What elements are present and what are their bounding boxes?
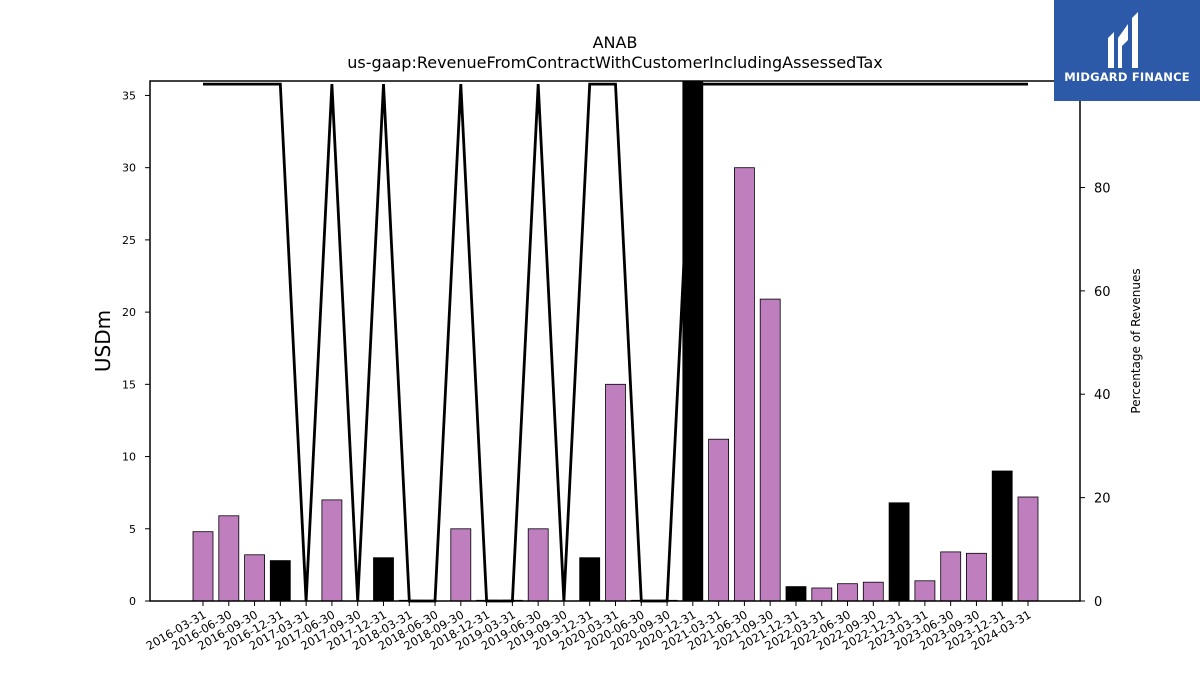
y2-tick-label: 60: [1094, 285, 1111, 300]
bar: [682, 80, 704, 602]
y-tick-label: 25: [122, 234, 136, 247]
bar: [862, 581, 884, 602]
left-y-axis: 0 5 10 15 20 25 30 35: [122, 89, 150, 608]
percentage-line: [203, 82, 1028, 603]
y-tick-label: 5: [129, 523, 136, 536]
bar: [321, 499, 343, 602]
bar: [991, 470, 1013, 602]
bar: [450, 528, 472, 602]
y-tick-label: 20: [122, 306, 136, 319]
y2-tick-label: 40: [1094, 388, 1111, 403]
y2-tick-label: 20: [1094, 492, 1111, 507]
chart-subtitle: us-gaap:RevenueFromContractWithCustomerI…: [347, 53, 882, 72]
y-tick-label: 30: [122, 162, 136, 175]
y2-tick-label: 0: [1094, 595, 1102, 610]
bar: [966, 552, 987, 602]
bar: [785, 586, 807, 602]
bar: [940, 551, 962, 602]
y-tick-label: 0: [129, 595, 136, 608]
y-tick-label: 15: [122, 378, 136, 391]
y2-axis-label: Percentage of Revenues: [1129, 268, 1143, 413]
bar: [527, 528, 549, 602]
brand-logo: MIDGARD FINANCE: [1054, 0, 1200, 101]
bar: [244, 554, 266, 602]
bar: [837, 583, 858, 602]
y-tick-label: 10: [122, 451, 136, 464]
bar: [373, 557, 394, 602]
bar: [269, 560, 291, 602]
midgard-logo-icon: [1108, 12, 1138, 68]
bar: [734, 167, 755, 602]
line-group: [203, 82, 1028, 603]
bar: [192, 531, 214, 602]
bar: [888, 502, 910, 602]
bar: [218, 515, 240, 602]
bar: [914, 580, 936, 602]
bar: [708, 438, 729, 602]
x-axis: 2016-03-312016-06-302016-09-302016-12-31…: [144, 601, 1034, 653]
logo-text: MIDGARD FINANCE: [1064, 70, 1190, 84]
bar: [579, 557, 601, 602]
right-y-axis: 020406080100: [1080, 78, 1119, 610]
y-tick-label: 35: [122, 89, 136, 102]
bar: [1017, 496, 1039, 602]
bar: [759, 298, 781, 602]
bar: [811, 587, 833, 602]
chart-title: ANAB: [593, 33, 638, 52]
y2-tick-label: 80: [1094, 181, 1111, 196]
y-axis-label: USDm: [91, 310, 115, 372]
bar: [605, 383, 626, 602]
